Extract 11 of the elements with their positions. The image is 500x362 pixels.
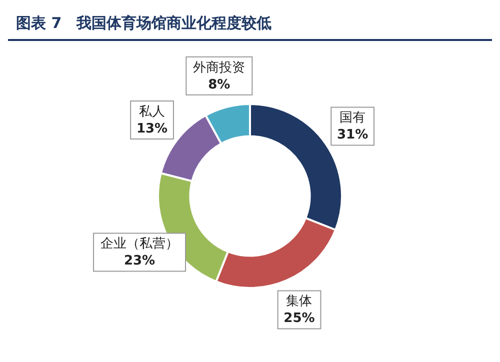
data-label: 13%: [136, 121, 168, 136]
slice-label: 外商投资: [193, 60, 246, 76]
data-label: 8%: [208, 77, 230, 92]
data-label: 25%: [284, 311, 315, 326]
slice-label: 企业（私营）: [100, 236, 179, 252]
slice-label: 集体: [286, 294, 312, 310]
data-label: 31%: [336, 128, 368, 143]
chart-title: 图表 7 我国体育场馆商业化程度较低: [8, 8, 492, 41]
slice-label: 私人: [139, 104, 166, 120]
slice-label: 国有: [340, 110, 366, 126]
data-label: 23%: [124, 254, 156, 269]
